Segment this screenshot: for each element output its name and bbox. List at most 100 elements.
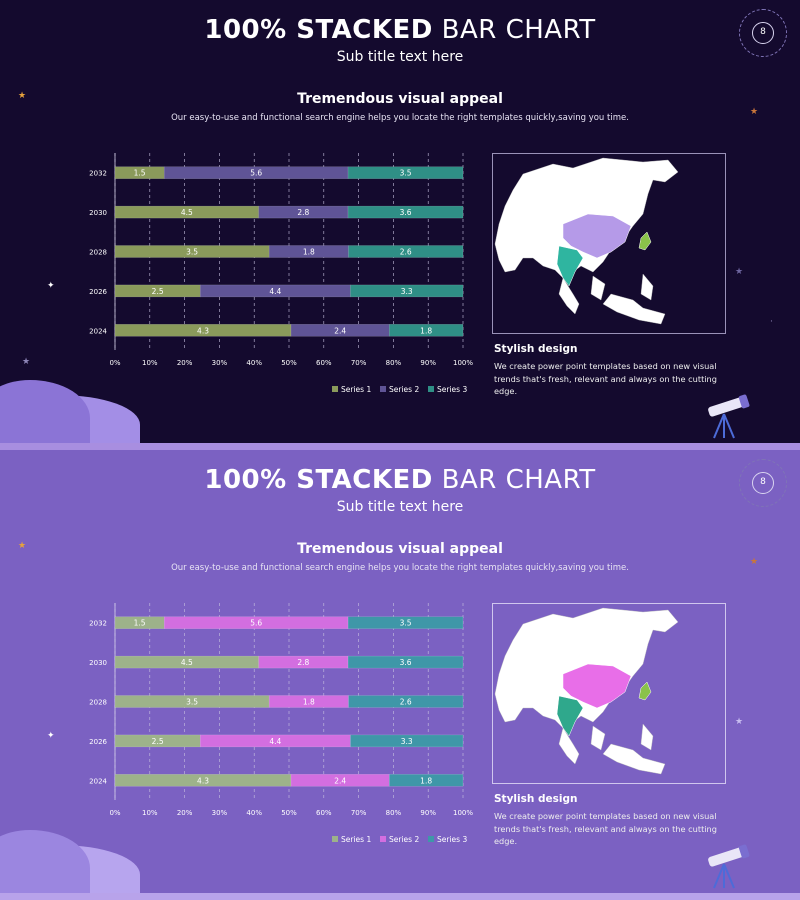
legend-label: Series 2	[389, 385, 419, 394]
data-label: 3.3	[401, 287, 413, 296]
star-decoration: ★	[18, 91, 27, 101]
map-land	[590, 275, 606, 301]
data-label: 3.3	[401, 737, 413, 746]
legend-label: Series 3	[437, 835, 467, 844]
data-label: 1.5	[134, 619, 146, 628]
x-tick-label: 70%	[351, 809, 367, 817]
bar-segment	[350, 284, 464, 298]
section-heading: Tremendous visual appeal	[297, 541, 503, 557]
star-decoration: ★	[18, 541, 27, 551]
legend-label: Series 1	[341, 385, 371, 394]
x-tick-label: 30%	[212, 359, 228, 367]
map-region-india	[556, 245, 584, 287]
legend-swatch	[428, 836, 434, 842]
x-tick-label: 10%	[142, 359, 158, 367]
data-label: 2.4	[334, 326, 346, 335]
x-tick-label: 40%	[246, 359, 262, 367]
x-tick-label: 40%	[246, 809, 262, 817]
legend-swatch	[332, 386, 338, 392]
bar-segment	[389, 324, 464, 337]
y-tick-label: 2030	[89, 659, 107, 667]
asia-map	[492, 153, 726, 334]
asia-map	[492, 603, 726, 784]
map-region-india	[556, 695, 584, 737]
map-caption-text: We create power point templates based on…	[494, 361, 717, 396]
legend-swatch	[332, 836, 338, 842]
map-region-china	[562, 663, 632, 709]
data-label: 4.4	[269, 737, 281, 746]
x-tick-label: 70%	[351, 359, 367, 367]
bar-segment	[389, 774, 464, 787]
x-tick-label: 50%	[281, 359, 297, 367]
title-bold: 100% STACKED	[204, 465, 433, 495]
data-label: 3.6	[400, 208, 412, 217]
legend-label: Series 3	[437, 385, 467, 394]
map-land	[558, 727, 580, 765]
x-tick-label: 80%	[386, 809, 402, 817]
bar-segment	[347, 166, 464, 179]
data-label: 1.8	[420, 326, 432, 335]
star-decoration: ★	[750, 107, 759, 117]
data-label: 4.4	[269, 287, 281, 296]
x-tick-label: 90%	[420, 359, 436, 367]
x-tick-label: 50%	[281, 809, 297, 817]
map-illustration	[494, 607, 679, 775]
y-tick-label: 2028	[89, 699, 107, 707]
map-land	[640, 723, 654, 751]
data-label: 2.6	[400, 698, 412, 707]
star-decoration: ✦	[47, 731, 55, 741]
star-decoration: ★	[22, 357, 31, 367]
slide-title: 100% STACKED BAR CHART	[0, 15, 800, 45]
x-tick-label: 90%	[420, 809, 436, 817]
y-tick-label: 2024	[89, 327, 107, 335]
slide-base	[0, 893, 800, 900]
y-tick-label: 2028	[89, 249, 107, 257]
section-description: Our easy-to-use and functional search en…	[171, 563, 629, 573]
badge-number: 8	[752, 472, 774, 494]
y-tick-label: 2032	[89, 620, 107, 628]
bar-segment	[347, 616, 464, 629]
data-label: 2.4	[334, 776, 346, 785]
map-caption-title: Stylish design	[494, 793, 578, 805]
x-tick-label: 60%	[316, 359, 332, 367]
orbit-icon	[739, 459, 787, 507]
legend-swatch	[428, 386, 434, 392]
x-tick-label: 80%	[386, 359, 402, 367]
star-decoration: ★	[750, 557, 759, 567]
star-decoration: ★	[735, 267, 744, 277]
y-tick-label: 2024	[89, 777, 107, 785]
x-tick-label: 100%	[453, 809, 473, 817]
data-label: 3.5	[400, 169, 412, 178]
bar-segment	[347, 655, 464, 669]
legend-label: Series 2	[389, 835, 419, 844]
badge-number: 8	[752, 22, 774, 44]
bar-segment	[347, 205, 464, 219]
star-decoration: ★	[735, 717, 744, 727]
legend-label: Series 1	[341, 835, 371, 844]
x-tick-label: 20%	[177, 359, 193, 367]
x-tick-label: 60%	[316, 809, 332, 817]
hill-decoration	[0, 830, 90, 900]
x-tick-label: 0%	[109, 809, 120, 817]
data-label: 2.8	[297, 208, 309, 217]
x-tick-label: 30%	[212, 809, 228, 817]
bar-segment	[350, 734, 464, 748]
slide-light: 8 100% STACKED BAR CHART Sub title text …	[0, 450, 800, 900]
map-land	[602, 293, 666, 325]
slide-title: 100% STACKED BAR CHART	[0, 465, 800, 495]
x-tick-label: 100%	[453, 359, 473, 367]
data-label: 2.5	[152, 287, 164, 296]
data-label: 4.5	[181, 208, 193, 217]
map-land	[602, 743, 666, 775]
data-label: 2.6	[400, 248, 412, 257]
x-tick-label: 10%	[142, 809, 158, 817]
title-bold: 100% STACKED	[204, 15, 433, 45]
data-label: 3.6	[400, 658, 412, 667]
data-label: 4.3	[197, 776, 209, 785]
star-decoration: ·	[770, 317, 773, 327]
slide-subtitle: Sub title text here	[336, 499, 464, 515]
x-tick-label: 20%	[177, 809, 193, 817]
data-label: 1.8	[303, 698, 315, 707]
data-label: 3.5	[186, 248, 198, 257]
stacked-bar-chart: 0% 10% 20% 30% 40% 50% 60% 70% 80% 90% 100% 2024 4.3…	[89, 603, 473, 844]
